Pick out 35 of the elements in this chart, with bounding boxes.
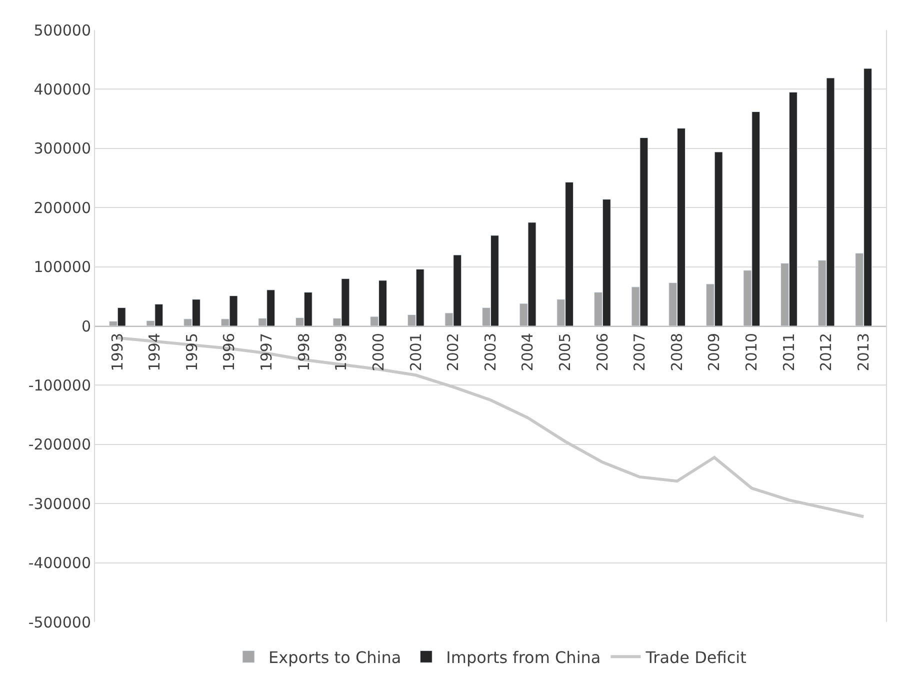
y-tick-label: 0 xyxy=(81,317,91,336)
x-tick-label: 2005 xyxy=(556,333,574,372)
x-tick-label: 2007 xyxy=(630,333,649,372)
legend-label: Trade Deficit xyxy=(644,648,746,667)
x-tick-label: 2002 xyxy=(444,333,462,372)
x-tick-label: 1999 xyxy=(332,333,350,372)
y-tick-label: 200000 xyxy=(34,198,91,217)
y-tick-label: -400000 xyxy=(28,554,91,572)
x-tick-label: 2009 xyxy=(705,333,724,372)
y-tick-label: 100000 xyxy=(34,258,91,276)
y-tick-label: -100000 xyxy=(28,376,91,394)
y-tick-label: -500000 xyxy=(28,613,91,632)
x-tick-label: 1998 xyxy=(294,333,313,372)
y-tick-label: -300000 xyxy=(28,494,91,513)
x-tick-label: 2008 xyxy=(668,333,686,372)
legend-label: Imports from China xyxy=(446,648,601,667)
x-tick-label: 1997 xyxy=(258,333,276,372)
x-tick-label: 2011 xyxy=(780,333,798,372)
x-tick-label: 1993 xyxy=(108,333,126,372)
y-tick-label: 500000 xyxy=(34,21,91,40)
x-tick-label: 1995 xyxy=(182,333,201,372)
y-tick-label: 400000 xyxy=(34,80,91,98)
x-tick-label: 2012 xyxy=(817,333,836,372)
x-tick-label: 2001 xyxy=(406,333,425,372)
x-tick-label: 1994 xyxy=(146,333,164,372)
x-tick-label: 2003 xyxy=(481,333,500,372)
x-tick-label: 1996 xyxy=(220,333,238,372)
x-tick-label: 2006 xyxy=(593,333,612,372)
x-tick-label: 2004 xyxy=(518,333,537,372)
x-tick-label: 2000 xyxy=(369,333,388,372)
y-tick-label: -200000 xyxy=(28,436,91,454)
legend-label: Exports to China xyxy=(268,648,402,667)
y-tick-label: 300000 xyxy=(34,140,91,158)
x-tick-label: 2010 xyxy=(742,333,761,372)
x-tick-label: 2013 xyxy=(854,333,872,372)
